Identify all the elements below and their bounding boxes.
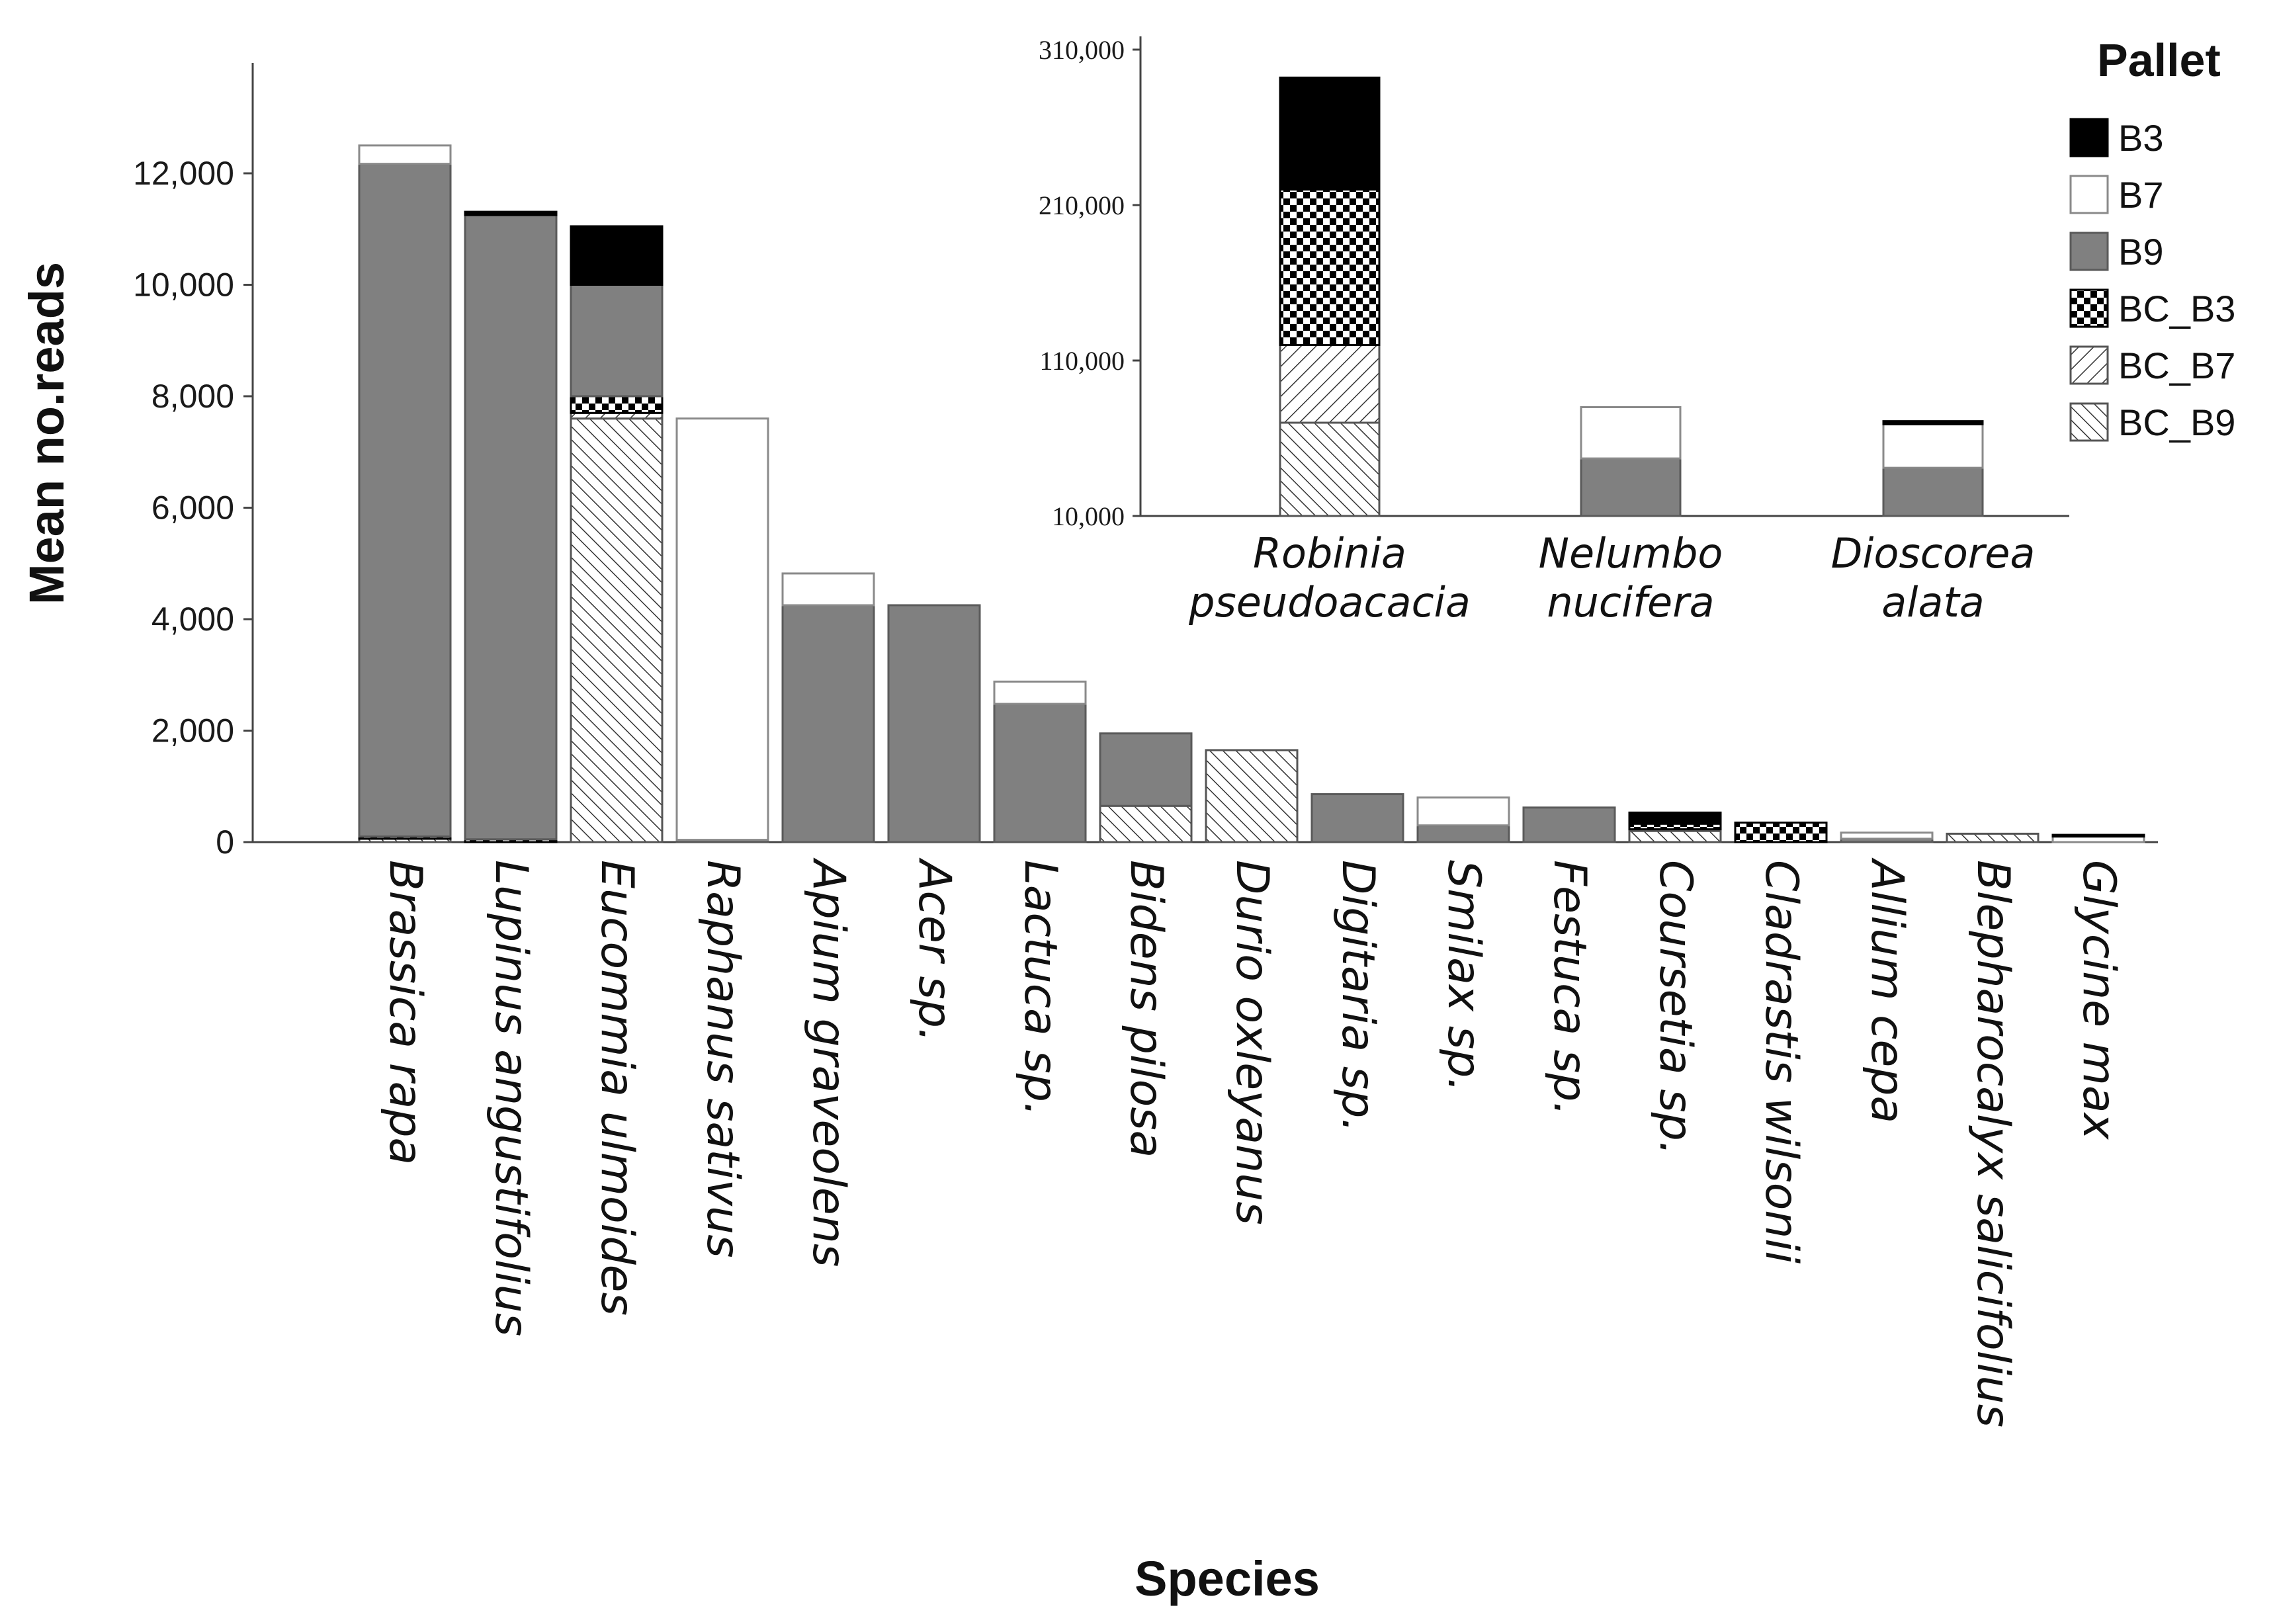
inset-bar-segment-nelumbo-nucifera-b7 bbox=[1580, 406, 1682, 460]
inset-x-tick-label: Robinia pseudoacacia bbox=[1188, 529, 1471, 626]
legend-swatch-bc-b7 bbox=[2069, 345, 2109, 385]
x-tick-label: Durio oxleyanus bbox=[1226, 860, 1278, 1225]
legend-label-b3: B3 bbox=[2118, 117, 2164, 159]
inset-bar-segment-robinia-pseudoacacia-bc-b9 bbox=[1279, 421, 1381, 517]
bar-segment-bidens-pilosa-bc-b9 bbox=[1099, 804, 1193, 843]
y-tick-label: 8,000 bbox=[151, 378, 234, 415]
legend-label-bc-b3: BC_B3 bbox=[2118, 288, 2235, 329]
inset-bar-segment-robinia-pseudoacacia-bc-b3 bbox=[1279, 189, 1381, 346]
x-tick-label: Festuca sp. bbox=[1543, 860, 1596, 1116]
y-tick-label: 0 bbox=[216, 824, 234, 861]
x-tick-label: Lupinus angustifolius bbox=[485, 860, 537, 1336]
x-tick-label: Eucommia ulmoides bbox=[591, 860, 643, 1316]
x-tick-label: Glycine max bbox=[2073, 860, 2125, 1140]
bar-segment-coursetia-sp-b3 bbox=[1628, 811, 1722, 825]
x-tick-label: Blepharocalyx salicifolius bbox=[1967, 860, 2019, 1428]
bar-segment-lactuca-sp-b9 bbox=[993, 703, 1087, 843]
x-tick-label: Brassica rapa bbox=[379, 860, 431, 1165]
inset-bar-segment-nelumbo-nucifera-b9 bbox=[1580, 457, 1682, 517]
x-tick-label: Cladrastis wilsonii bbox=[1755, 860, 1807, 1263]
legend-label-b9: B9 bbox=[2118, 231, 2164, 273]
inset-y-tick-label: 110,000 bbox=[1039, 346, 1125, 376]
y-tick-label: 10,000 bbox=[133, 267, 234, 304]
inset-bar-segment-robinia-pseudoacacia-bc-b7 bbox=[1279, 344, 1381, 424]
legend-label-b7: B7 bbox=[2118, 174, 2164, 216]
legend-label-bc-b7: BC_B7 bbox=[2118, 345, 2235, 386]
y-axis-title: Mean no.reads bbox=[19, 262, 74, 605]
legend: Pallet B3 B7 B9 BC_B3 BC_B7 BC_B9 bbox=[2069, 34, 2235, 443]
inset-bar-segment-dioscorea-alata-b7 bbox=[1882, 423, 1984, 469]
y-tick-label: 6,000 bbox=[151, 490, 234, 527]
y-tick-label: 2,000 bbox=[151, 712, 234, 749]
bar-segment-apium-graveolens-b7 bbox=[781, 572, 875, 607]
inset-y-tick-label: 310,000 bbox=[1039, 35, 1125, 65]
x-tick-label: Apium graveolens bbox=[802, 857, 855, 1267]
bar-segment-lupinus-angustifolius-b9 bbox=[464, 214, 558, 841]
inset-bar-segment-dioscorea-alata-b3 bbox=[1882, 420, 1984, 425]
legend-swatch-b9 bbox=[2069, 232, 2109, 271]
x-tick-label: Coursetia sp. bbox=[1649, 860, 1701, 1155]
x-tick-label: Allium cepa bbox=[1861, 857, 1913, 1123]
bar-segment-lupinus-angustifolius-b3 bbox=[464, 210, 558, 216]
bar-segment-smilax-sp-b9 bbox=[1416, 824, 1510, 843]
inset-bar-segment-robinia-pseudoacacia-b3 bbox=[1279, 76, 1381, 191]
bar-segment-coursetia-sp-bc-b9 bbox=[1628, 830, 1722, 843]
x-tick-label: Acer sp. bbox=[908, 857, 961, 1043]
legend-swatch-bc-b9 bbox=[2069, 402, 2109, 442]
x-tick-label: Smilax sp. bbox=[1438, 860, 1490, 1092]
bar-segment-apium-graveolens-b9 bbox=[781, 604, 875, 843]
bar-segment-cladrastis-wilsonii-bc-b3 bbox=[1734, 822, 1828, 843]
main-plot: 0 2,000 4,000 6,000 8,000 10,000 12,000 Brassic… bbox=[133, 63, 2158, 1428]
y-tick-label: 12,000 bbox=[133, 155, 234, 192]
inset-x-tick-label: Nelumbo nucifera bbox=[1539, 529, 1723, 626]
bar-segment-digitaria-sp-b9 bbox=[1310, 793, 1404, 843]
inset-plot: 10,000 110,000 210,000 310,000 Robinia pseudo… bbox=[1039, 35, 2069, 626]
bar-segment-festuca-sp-b9 bbox=[1522, 806, 1616, 843]
x-tick-label: Digitaria sp. bbox=[1332, 860, 1384, 1133]
bar-segment-brassica-rapa-b9 bbox=[358, 163, 452, 838]
bar-segment-lactuca-sp-b7 bbox=[993, 680, 1087, 705]
bar-segment-eucommia-ulmoides-bc-b9 bbox=[570, 417, 664, 843]
legend-label-bc-b9: BC_B9 bbox=[2118, 402, 2235, 443]
bar-segment-brassica-rapa-b7 bbox=[358, 144, 452, 165]
legend-title: Pallet bbox=[2097, 34, 2221, 86]
legend-swatch-b7 bbox=[2069, 175, 2109, 214]
bar-segment-eucommia-ulmoides-b3 bbox=[570, 225, 664, 286]
bar-segment-eucommia-ulmoides-b9 bbox=[570, 284, 664, 398]
inset-bar-segment-dioscorea-alata-b9 bbox=[1882, 466, 1984, 517]
bar-segment-raphanus-sativus-b7 bbox=[675, 417, 769, 841]
x-tick-label: Raphanus sativus bbox=[697, 860, 749, 1258]
inset-y-tick-label: 210,000 bbox=[1039, 191, 1125, 220]
x-axis-title: Species bbox=[1135, 1551, 1320, 1606]
legend-swatch-b3 bbox=[2069, 118, 2109, 157]
bar-segment-durio-oxleyanus-bc-b9 bbox=[1205, 749, 1299, 843]
bar-segment-bidens-pilosa-b9 bbox=[1099, 732, 1193, 807]
bar-segment-blepharocalyx-salicifolius-bc-b9 bbox=[1946, 832, 2040, 843]
bar-segment-glycine-max-b3 bbox=[2051, 833, 2145, 838]
x-tick-label: Bidens pilosa bbox=[1120, 860, 1172, 1158]
inset-y-tick-label: 10,000 bbox=[1052, 501, 1125, 531]
legend-swatch-bc-b3 bbox=[2069, 288, 2109, 328]
bar-segment-smilax-sp-b7 bbox=[1416, 796, 1510, 827]
bar-segment-acer-sp-b9 bbox=[887, 604, 981, 843]
x-tick-label: Lactuca sp. bbox=[1014, 860, 1066, 1117]
bar-segment-eucommia-ulmoides-bc-b3 bbox=[570, 395, 664, 414]
bar-segment-allium-cepa-b7 bbox=[1840, 832, 1934, 840]
inset-x-tick-label: Dioscorea alata bbox=[1831, 529, 2036, 626]
y-tick-label: 4,000 bbox=[151, 601, 234, 638]
